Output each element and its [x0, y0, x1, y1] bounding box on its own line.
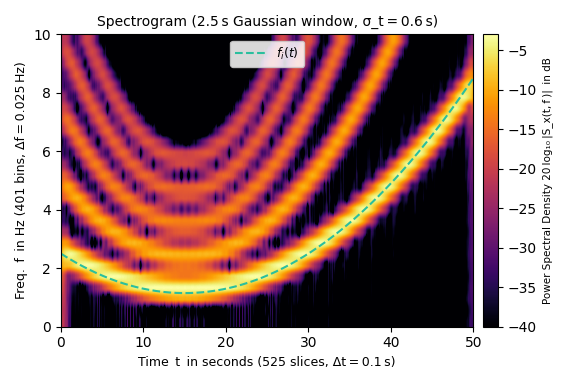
$f_i(t)$	[225, 286, 232, 291]
$f_i(t)$	[181, 291, 188, 295]
Title: Spectrogram (2.5 s Gaussian window, σ_t = 0.6 s): Spectrogram (2.5 s Gaussian window, σ_t …	[97, 15, 438, 29]
$f_i(t)$	[470, 76, 477, 81]
$f_i(t)$	[387, 182, 394, 186]
X-axis label: Time  t  in seconds (525 slices, Δt = 0.1 s): Time t in seconds (525 slices, Δt = 0.1 …	[138, 356, 396, 369]
Y-axis label: Power Spectral Density 20 log₁₀ |S_x(t, f )|  in dB: Power Spectral Density 20 log₁₀ |S_x(t, …	[543, 57, 554, 304]
$f_i(t)$	[58, 251, 65, 256]
$f_i(t)$	[341, 225, 348, 230]
$f_i(t)$	[100, 274, 107, 278]
Legend: $f_i(t)$: $f_i(t)$	[230, 41, 304, 67]
$f_i(t)$	[380, 189, 386, 194]
$f_i(t)$	[240, 282, 247, 286]
Y-axis label: Freq.  f  in Hz (401 bins, Δf = 0.025 Hz): Freq. f in Hz (401 bins, Δf = 0.025 Hz)	[15, 62, 28, 300]
Line: $f_i(t)$: $f_i(t)$	[61, 78, 473, 293]
